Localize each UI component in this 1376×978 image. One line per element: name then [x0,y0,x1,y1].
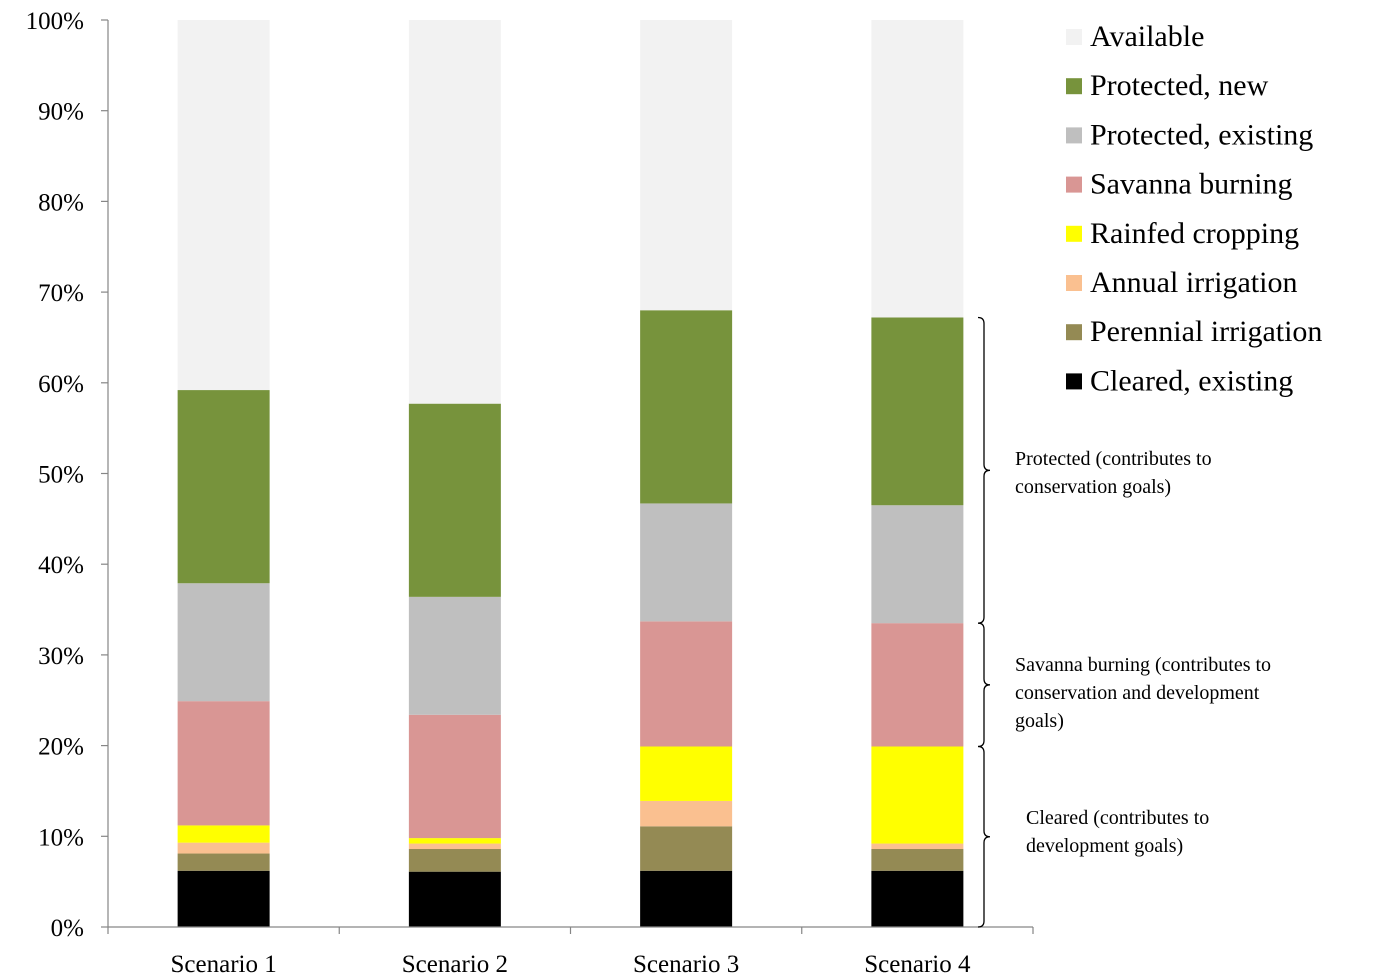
bar-segment [408,403,501,597]
bar-segment [408,843,501,849]
axes-group: 0% 10% 20% 30% 40% 50% 60% 70% 80% 90% 100% Scenari… [26,8,1034,978]
legend-swatch [1066,275,1082,291]
legend-swatch [1066,78,1082,95]
annotations-group: Protected (contributes to conservation go… [977,316,1271,928]
bar-segment [177,390,270,584]
bar-segment [408,848,501,872]
legend-swatch [1066,225,1082,242]
annotation-brace [977,622,991,748]
bar-segment [640,310,733,504]
legend-swatch [1066,127,1082,144]
legend-label: Annual irrigation [1090,266,1297,299]
annotation-brace [977,745,991,928]
x-category-label: Scenario 4 [864,951,971,978]
annotation-label: goals) [1015,710,1064,732]
annotation-label: Cleared (contributes to [1026,807,1209,829]
bar-segment [177,583,270,702]
legend-swatch [1066,176,1082,193]
annotation-brace [977,316,991,624]
bar-segment [871,505,964,624]
bar-segment [408,20,501,404]
legend-label: Rainfed cropping [1090,217,1299,250]
bar-segment [408,838,501,844]
bar-segment [177,870,270,927]
bar-segment [871,317,964,506]
bar-segment [871,623,964,747]
bar-segment [177,825,270,843]
bar-segment [177,853,270,871]
legend-label: Protected, new [1090,69,1269,102]
y-tick-label: 60% [38,371,84,398]
bar-segment [871,746,964,844]
bar-segment [871,20,964,318]
legend-swatch [1066,324,1082,341]
y-tick-label: 50% [38,462,84,489]
bar-segment [640,800,733,827]
bar-segment [408,596,501,715]
legend: Available Protected, new Protected, existi… [1066,20,1322,397]
x-category-label: Scenario 1 [171,951,277,978]
bar-segment [640,20,733,311]
legend-swatch [1066,29,1082,45]
bar-segment [871,843,964,849]
y-tick-label: 20% [38,734,84,761]
bar-segment [871,848,964,871]
bar-segment [408,714,501,839]
y-tick-label: 80% [38,189,84,216]
y-tick-label: 70% [38,280,84,307]
legend-label: Perennial irrigation [1090,315,1322,348]
annotation-label: conservation and development [1015,682,1260,704]
y-tick-label: 40% [38,552,84,579]
bar-segment [177,842,270,854]
annotation-label: conservation goals) [1015,476,1171,498]
annotation-label: Savanna burning (contributes to [1015,654,1271,676]
bar-segment [640,870,733,927]
bar-segment [640,503,733,622]
y-tick-label: 100% [26,8,84,35]
bar-segment [177,701,270,826]
x-category-label: Scenario 3 [633,951,739,978]
x-category-label: Scenario 2 [402,951,508,978]
legend-label: Available [1090,20,1204,53]
annotation-label: Protected (contributes to [1015,448,1212,470]
annotation-label: development goals) [1026,835,1183,857]
legend-swatch [1066,373,1082,390]
y-tick-label: 0% [51,915,84,942]
bars-group [177,20,964,927]
bar-segment [640,826,733,871]
legend-label: Protected, existing [1090,118,1313,151]
legend-label: Cleared, existing [1090,364,1293,397]
bar-segment [408,871,501,927]
y-tick-label: 10% [38,824,84,851]
bar-segment [871,870,964,927]
y-tick-label: 90% [38,99,84,126]
bar-segment [640,746,733,801]
y-tick-label: 30% [38,643,84,670]
bar-segment [640,621,733,747]
legend-label: Savanna burning [1090,168,1292,201]
bar-segment [177,20,270,391]
